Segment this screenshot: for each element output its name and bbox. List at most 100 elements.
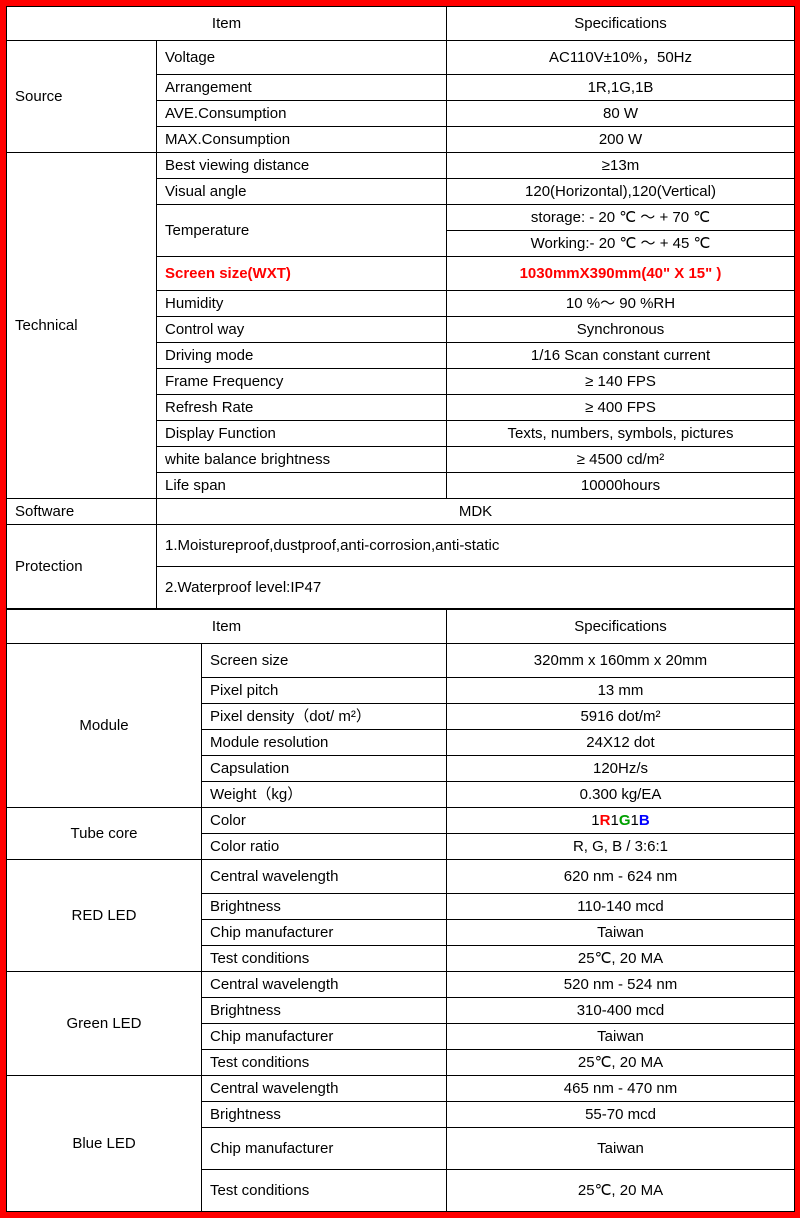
- label-voltage: Voltage: [157, 41, 447, 75]
- value-temp-storage: storage: - 20 ℃ ～ + 70 ℃: [447, 205, 795, 231]
- value-capsulation: 120Hz/s: [447, 756, 795, 782]
- value-pitch: 13 mm: [447, 678, 795, 704]
- row-software: Software MDK: [7, 499, 795, 525]
- value-max: 200 W: [447, 127, 795, 153]
- value-blue-chip: Taiwan: [447, 1128, 795, 1170]
- row-color: Tube core Color 1R1G1B: [7, 808, 795, 834]
- value-blue-wl: 465 nm - 470 nm: [447, 1076, 795, 1102]
- value-density: 5916 dot/m²: [447, 704, 795, 730]
- color-2: 1: [610, 812, 618, 829]
- label-screen-size: Screen size(WXT): [157, 257, 447, 291]
- label-humidity: Humidity: [157, 291, 447, 317]
- category-software: Software: [7, 499, 157, 525]
- label-white: white balance brightness: [157, 447, 447, 473]
- value-protection-1: 1.Moistureproof,dustproof,anti-corrosion…: [157, 525, 795, 567]
- value-life: 10000hours: [447, 473, 795, 499]
- category-blue: Blue LED: [7, 1076, 202, 1212]
- label-angle: Visual angle: [157, 179, 447, 205]
- value-frame: ≥ 140 FPS: [447, 369, 795, 395]
- color-g: G: [619, 812, 631, 829]
- value-green-wl: 520 nm - 524 nm: [447, 972, 795, 998]
- label-green-chip: Chip manufacturer: [202, 1024, 447, 1050]
- spec-sheet: Item Specifications Source Voltage AC110…: [0, 0, 800, 1218]
- value-voltage: AC110V±10%，50Hz: [447, 41, 795, 75]
- label-ave: AVE.Consumption: [157, 101, 447, 127]
- category-technical: Technical: [7, 153, 157, 499]
- label-capsulation: Capsulation: [202, 756, 447, 782]
- header-item-2: Item: [7, 610, 447, 644]
- label-color: Color: [202, 808, 447, 834]
- color-b: B: [639, 812, 650, 829]
- value-software: MDK: [157, 499, 795, 525]
- label-ratio: Color ratio: [202, 834, 447, 860]
- value-weight: 0.300 kg/EA: [447, 782, 795, 808]
- label-frame: Frame Frequency: [157, 369, 447, 395]
- value-red-wl: 620 nm - 624 nm: [447, 860, 795, 894]
- label-mod-size: Screen size: [202, 644, 447, 678]
- label-weight: Weight（kg）: [202, 782, 447, 808]
- spec-table-1: Item Specifications Source Voltage AC110…: [6, 6, 795, 609]
- header-spec: Specifications: [447, 7, 795, 41]
- label-red-chip: Chip manufacturer: [202, 920, 447, 946]
- value-white: ≥ 4500 cd/m²: [447, 447, 795, 473]
- category-source: Source: [7, 41, 157, 153]
- category-protection: Protection: [7, 525, 157, 609]
- label-blue-wl: Central wavelength: [202, 1076, 447, 1102]
- category-green: Green LED: [7, 972, 202, 1076]
- value-angle: 120(Horizontal),120(Vertical): [447, 179, 795, 205]
- value-refresh: ≥ 400 FPS: [447, 395, 795, 421]
- value-control: Synchronous: [447, 317, 795, 343]
- value-blue-test: 25℃, 20 MA: [447, 1170, 795, 1212]
- category-red: RED LED: [7, 860, 202, 972]
- spec-table-2: Item Specifications Module Screen size 3…: [6, 609, 795, 1212]
- label-driving: Driving mode: [157, 343, 447, 369]
- row-red-wl: RED LED Central wavelength 620 nm - 624 …: [7, 860, 795, 894]
- value-blue-br: 55-70 mcd: [447, 1102, 795, 1128]
- row-mod-size: Module Screen size 320mm x 160mm x 20mm: [7, 644, 795, 678]
- label-blue-br: Brightness: [202, 1102, 447, 1128]
- value-protection-2: 2.Waterproof level:IP47: [157, 567, 795, 609]
- label-density: Pixel density（dot/ m²）: [202, 704, 447, 730]
- row-distance: Technical Best viewing distance ≥13m: [7, 153, 795, 179]
- header-row-2: Item Specifications: [7, 610, 795, 644]
- label-red-wl: Central wavelength: [202, 860, 447, 894]
- label-control: Control way: [157, 317, 447, 343]
- value-mod-size: 320mm x 160mm x 20mm: [447, 644, 795, 678]
- header-item: Item: [7, 7, 447, 41]
- label-red-br: Brightness: [202, 894, 447, 920]
- label-green-test: Test conditions: [202, 1050, 447, 1076]
- color-r: R: [600, 812, 611, 829]
- row-protection-1: Protection 1.Moistureproof,dustproof,ant…: [7, 525, 795, 567]
- value-red-chip: Taiwan: [447, 920, 795, 946]
- category-tube: Tube core: [7, 808, 202, 860]
- label-blue-chip: Chip manufacturer: [202, 1128, 447, 1170]
- value-green-chip: Taiwan: [447, 1024, 795, 1050]
- label-red-test: Test conditions: [202, 946, 447, 972]
- label-green-wl: Central wavelength: [202, 972, 447, 998]
- value-distance: ≥13m: [447, 153, 795, 179]
- label-distance: Best viewing distance: [157, 153, 447, 179]
- label-max: MAX.Consumption: [157, 127, 447, 153]
- value-humidity: 10 %～ 90 %RH: [447, 291, 795, 317]
- label-life: Life span: [157, 473, 447, 499]
- value-resolution: 24X12 dot: [447, 730, 795, 756]
- label-refresh: Refresh Rate: [157, 395, 447, 421]
- value-green-test: 25℃, 20 MA: [447, 1050, 795, 1076]
- row-voltage: Source Voltage AC110V±10%，50Hz: [7, 41, 795, 75]
- value-color: 1R1G1B: [447, 808, 795, 834]
- label-green-br: Brightness: [202, 998, 447, 1024]
- value-ave: 80 W: [447, 101, 795, 127]
- label-blue-test: Test conditions: [202, 1170, 447, 1212]
- value-arrangement: 1R,1G,1B: [447, 75, 795, 101]
- row-green-wl: Green LED Central wavelength 520 nm - 52…: [7, 972, 795, 998]
- value-ratio: R, G, B / 3:6:1: [447, 834, 795, 860]
- row-blue-wl: Blue LED Central wavelength 465 nm - 470…: [7, 1076, 795, 1102]
- value-driving: 1/16 Scan constant current: [447, 343, 795, 369]
- value-green-br: 310-400 mcd: [447, 998, 795, 1024]
- value-function: Texts, numbers, symbols, pictures: [447, 421, 795, 447]
- header-row-1: Item Specifications: [7, 7, 795, 41]
- value-red-test: 25℃, 20 MA: [447, 946, 795, 972]
- color-3: 1: [631, 812, 639, 829]
- category-module: Module: [7, 644, 202, 808]
- header-spec-2: Specifications: [447, 610, 795, 644]
